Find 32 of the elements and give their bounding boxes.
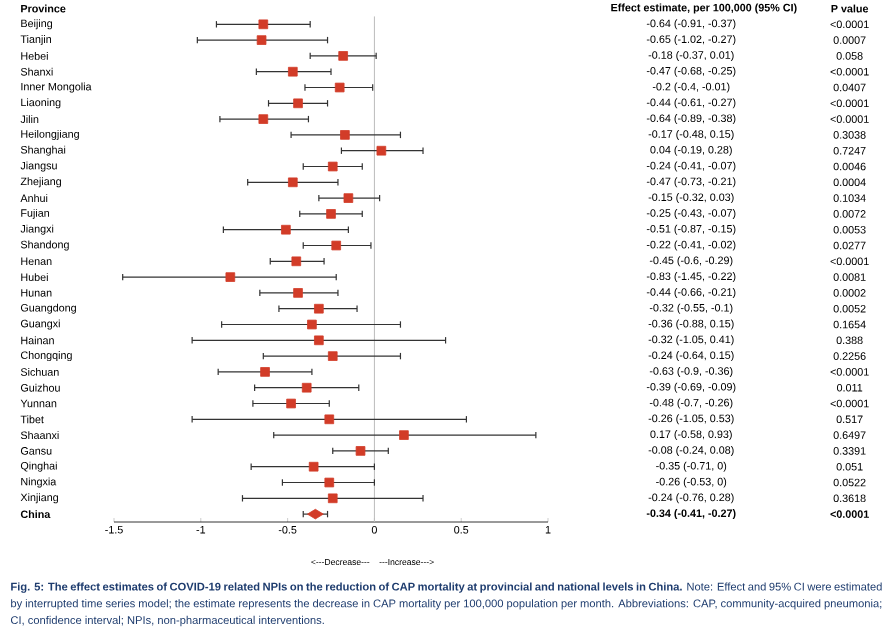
point bbox=[327, 493, 338, 504]
point bbox=[338, 51, 348, 61]
point bbox=[288, 66, 298, 77]
point bbox=[327, 351, 338, 361]
point bbox=[258, 114, 269, 124]
point bbox=[340, 130, 350, 140]
point bbox=[258, 19, 269, 30]
point bbox=[326, 209, 336, 219]
point bbox=[324, 477, 335, 488]
point bbox=[376, 145, 387, 156]
point bbox=[307, 319, 317, 330]
point bbox=[327, 161, 338, 172]
point bbox=[281, 224, 291, 235]
point bbox=[260, 367, 270, 377]
point bbox=[355, 446, 366, 456]
point bbox=[324, 414, 335, 425]
point bbox=[301, 382, 312, 393]
point bbox=[291, 256, 302, 267]
point bbox=[293, 98, 303, 109]
point bbox=[293, 288, 303, 298]
point bbox=[331, 240, 342, 251]
point bbox=[343, 193, 354, 203]
point bbox=[399, 430, 409, 440]
point bbox=[308, 461, 319, 472]
point bbox=[288, 177, 298, 188]
point bbox=[314, 335, 324, 346]
point bbox=[334, 82, 345, 93]
point bbox=[225, 272, 236, 282]
point bbox=[307, 508, 324, 520]
point bbox=[256, 35, 267, 45]
point bbox=[286, 398, 296, 409]
point bbox=[314, 303, 324, 314]
